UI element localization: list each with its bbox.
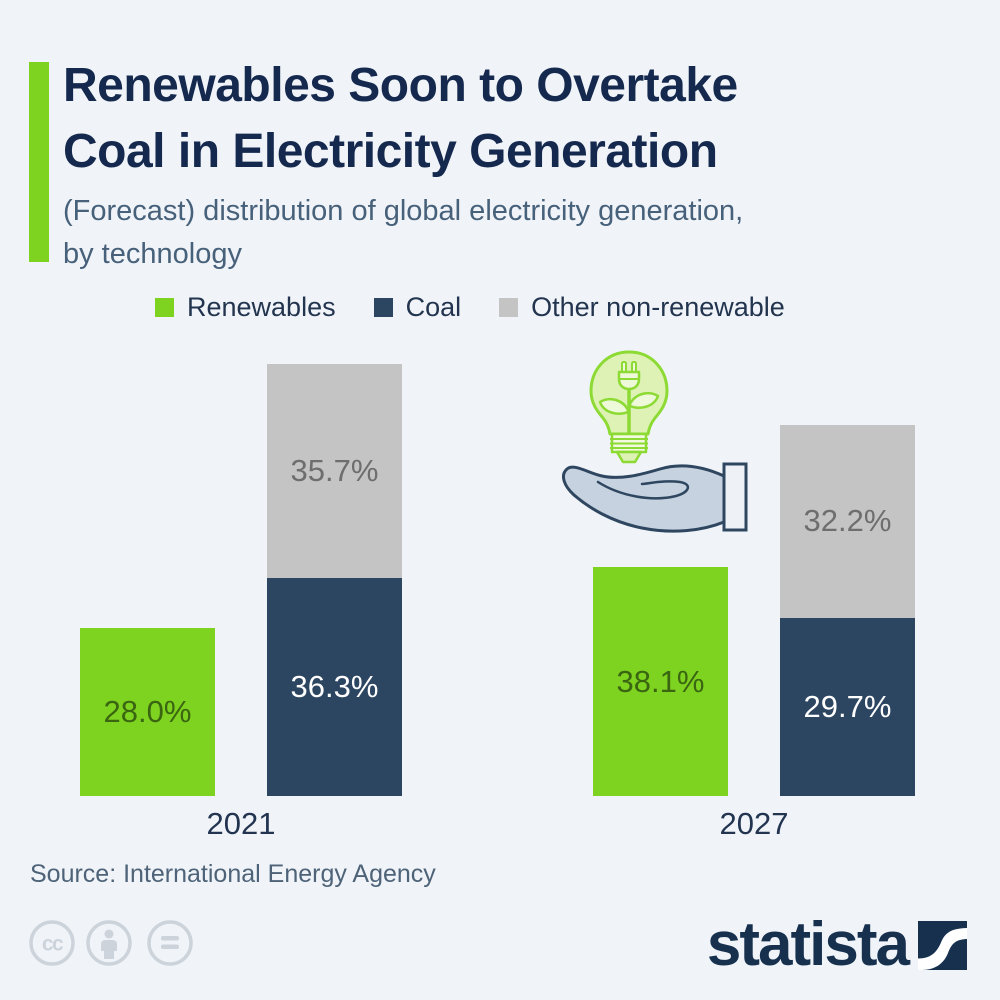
- statista-logo-mark[interactable]: [918, 921, 967, 970]
- bar-coal-2027: 29.7%: [780, 617, 915, 796]
- subtitle-line-1: (Forecast) distribution of global electr…: [63, 195, 744, 227]
- legend-label-other: Other non-renewable: [531, 292, 785, 322]
- subtitle: (Forecast) distribution of global electr…: [63, 190, 743, 276]
- legend: Renewables Coal Other non-renewable: [155, 292, 785, 323]
- legend-label-renewables: Renewables: [187, 292, 336, 322]
- title-accent-bar: [29, 62, 49, 262]
- hand-holding-bulb-icon: [562, 350, 748, 533]
- bar-renewables-2021: 28.0%: [80, 628, 215, 796]
- legend-item-renewables: Renewables: [155, 292, 336, 323]
- title-line-1: Renewables Soon to Overtake: [63, 59, 738, 112]
- legend-swatch-coal: [373, 298, 393, 317]
- x-axis-label-2027: 2027: [719, 806, 789, 841]
- bar-other-2021-value-label: 35.7%: [290, 453, 379, 489]
- page-title: Renewables Soon to Overtake Coal in Elect…: [63, 53, 738, 185]
- bar-other-2027-value-label: 32.2%: [803, 503, 892, 539]
- equals-icon: [147, 920, 193, 966]
- svg-text:cc: cc: [42, 933, 64, 956]
- bar-other-2027: 32.2%: [780, 424, 915, 618]
- legend-item-coal: Coal: [373, 292, 462, 323]
- bar-other-2021: 35.7%: [267, 364, 402, 579]
- bar-renewables-2027-value-label: 38.1%: [616, 663, 705, 699]
- source-text: Source: International Energy Agency: [30, 860, 436, 888]
- x-axis-label-2021: 2021: [206, 806, 276, 841]
- legend-swatch-other: [499, 298, 519, 317]
- cc-icon: cc: [29, 920, 75, 966]
- statista-logo[interactable]: statista: [706, 910, 910, 979]
- bar-renewables-2027: 38.1%: [593, 567, 728, 796]
- cc-license-icons[interactable]: cc: [28, 917, 196, 969]
- legend-item-other: Other non-renewable: [499, 292, 785, 323]
- bar-coal-2021: 36.3%: [267, 578, 402, 796]
- bar-coal-2027-value-label: 29.7%: [803, 688, 892, 724]
- subtitle-line-2: by technology: [63, 238, 242, 270]
- bar-coal-2021-value-label: 36.3%: [290, 669, 379, 705]
- legend-swatch-renewables: [155, 298, 174, 317]
- title-line-2: Coal in Electricity Generation: [63, 125, 718, 178]
- attribution-person-icon: [86, 920, 132, 966]
- bar-renewables-2021-value-label: 28.0%: [103, 694, 192, 729]
- legend-label-coal: Coal: [405, 292, 462, 322]
